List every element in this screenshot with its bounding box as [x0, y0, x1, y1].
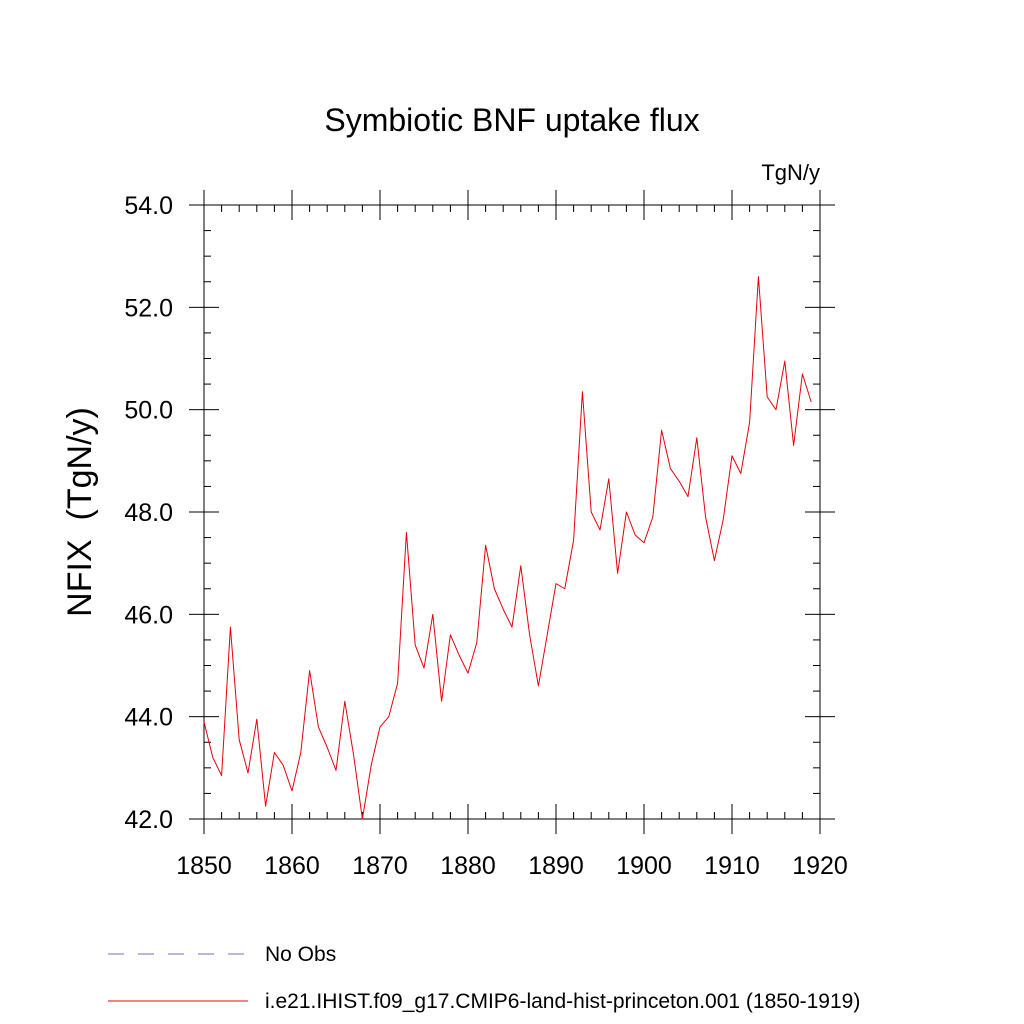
- y-tick-label: 44.0: [124, 704, 173, 732]
- axis-ticks: [189, 190, 835, 834]
- legend: No Obs i.e21.IHIST.f09_g17.CMIP6-land-his…: [108, 943, 860, 1013]
- legend-label-1: No Obs: [265, 943, 336, 966]
- y-tick-label: 52.0: [124, 294, 173, 322]
- x-tick-label: 1900: [616, 852, 672, 880]
- tick-labels: 1850 1860 1870 1880 1890 1900 1910 1920 42.0 44.0…: [124, 192, 847, 880]
- series-line-1: [203, 276, 812, 820]
- plot-frame: [203, 204, 821, 820]
- y-tick-label: 48.0: [124, 499, 173, 527]
- x-tick-label: 1890: [528, 852, 584, 880]
- x-tick-label: 1910: [704, 852, 760, 880]
- x-tick-label: 1850: [176, 852, 232, 880]
- y-tick-label: 46.0: [124, 601, 173, 629]
- x-tick-label: 1880: [440, 852, 496, 880]
- x-tick-label: 1860: [264, 852, 320, 880]
- legend-label-2: i.e21.IHIST.f09_g17.CMIP6-land-hist-prin…: [265, 990, 860, 1013]
- y-axis-label: NFIX (TgN/y): [61, 407, 99, 617]
- y-tick-label: 50.0: [124, 397, 173, 425]
- chart-title: Symbiotic BNF uptake flux: [324, 102, 699, 138]
- units-label: TgN/y: [761, 160, 820, 185]
- x-tick-label: 1920: [792, 852, 848, 880]
- series-group: [203, 276, 812, 820]
- x-tick-label: 1870: [352, 852, 408, 880]
- y-tick-label: 42.0: [124, 806, 173, 834]
- y-tick-label: 54.0: [124, 192, 173, 220]
